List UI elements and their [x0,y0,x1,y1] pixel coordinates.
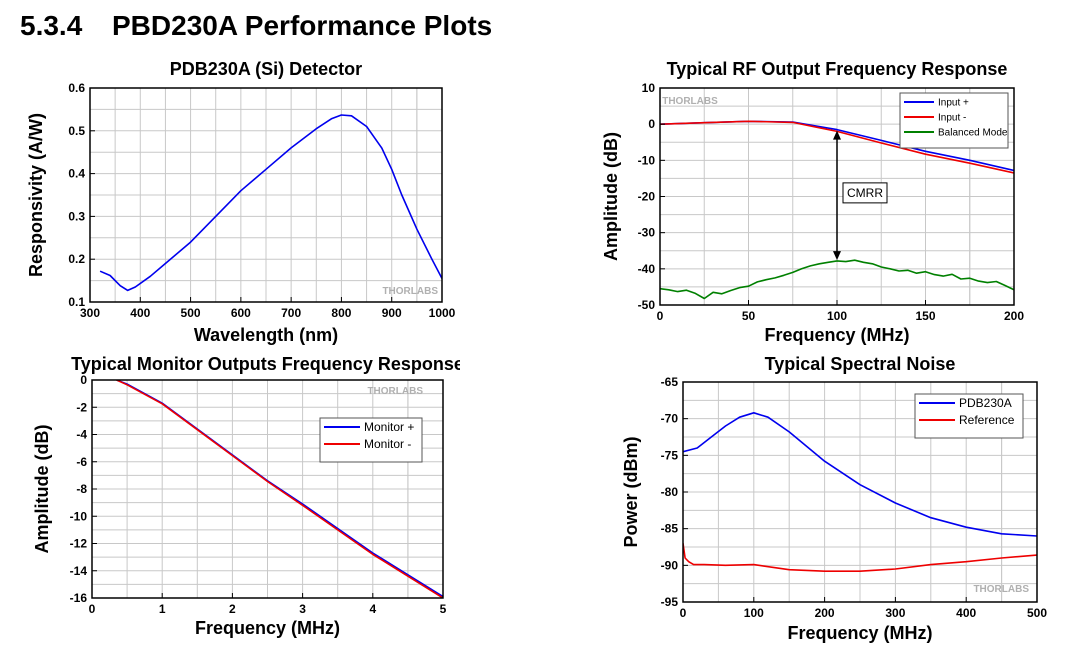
y-tick-label: -80 [661,485,679,499]
chart-title: Typical RF Output Frequency Response [667,59,1008,79]
y-tick-label: -8 [76,482,87,496]
y-tick-label: -30 [638,226,656,240]
y-tick-label: -65 [661,375,679,389]
plot-frame [89,87,443,303]
series-line-monitor- [116,380,443,598]
y-tick-label: 0 [648,117,655,131]
x-tick-label: 2 [229,602,236,616]
x-tick-label: 400 [130,306,150,320]
legend-box [319,417,423,463]
x-tick-label: 0 [680,606,687,620]
x-tick-label: 900 [382,306,402,320]
watermark-logo: THORLABS [382,286,438,297]
x-tick-label: 0 [657,309,664,323]
x-tick-label: 0 [89,602,96,616]
x-tick-label: 5 [440,602,447,616]
x-axis-label: Frequency (MHz) [195,618,340,638]
x-tick-label: 100 [744,606,764,620]
x-tick-label: 1000 [429,306,456,320]
x-tick-label: 600 [231,306,251,320]
section-number: 5.3.4 [20,10,83,41]
y-tick-label: -95 [661,595,679,609]
x-tick-label: 50 [742,309,756,323]
chart-monitor-response: Typical Monitor Outputs Frequency Respon… [32,354,460,638]
section-heading: 5.3.4 PBD230A Performance Plots [20,10,492,42]
y-tick-label: 0.6 [68,81,85,95]
section-title: PBD230A Performance Plots [112,10,493,41]
y-tick-label: 0.3 [68,209,85,223]
chart-spectral-noise: Typical Spectral Noise THORLABS 0 100 200 300… [621,354,1047,643]
y-axis-label: Amplitude (dB) [32,425,52,554]
x-tick-label: 800 [331,306,351,320]
y-tick-label: -16 [70,591,88,605]
chart-rf-response: Typical RF Output Frequency Response THOR… [601,59,1024,345]
series-line-reference [683,543,1037,572]
x-tick-label: 4 [369,602,376,616]
x-tick-label: 200 [1004,309,1024,323]
legend-entry: Input + [938,98,969,109]
x-tick-label: 700 [281,306,301,320]
y-axis-label: Amplitude (dB) [601,132,621,261]
legend-entry: Monitor - [364,437,411,451]
y-tick-label: -70 [661,412,679,426]
legend-entry: Reference [959,413,1015,427]
y-tick-label: -90 [661,558,679,572]
series-line-pdb230a [683,411,1037,537]
legend-entry: Input - [938,113,966,124]
series-line-0 [99,114,442,292]
watermark-logo: THORLABS [662,96,718,107]
x-tick-label: 300 [80,306,100,320]
y-tick-label: 0.2 [68,252,85,266]
x-tick-label: 200 [815,606,835,620]
x-tick-label: 500 [1027,606,1047,620]
x-tick-label: 1 [159,602,166,616]
chart-title: Typical Monitor Outputs Frequency Respon… [71,354,460,374]
x-tick-label: 400 [956,606,976,620]
series-line-monitor- [116,380,443,598]
y-tick-label: -50 [638,298,656,312]
y-tick-label: -6 [76,455,87,469]
legend-box [914,393,1024,439]
x-tick-label: 500 [181,306,201,320]
x-tick-label: 150 [915,309,935,323]
y-tick-label: -12 [70,537,88,551]
y-tick-label: 0 [80,373,87,387]
y-tick-label: -14 [70,564,88,578]
cmrr-arrow-head-down [833,251,841,261]
chart-title: PDB230A (Si) Detector [170,59,362,79]
y-tick-label: -20 [638,190,656,204]
x-tick-label: 3 [299,602,306,616]
y-tick-label: -4 [76,428,87,442]
legend-entry: PDB230A [959,396,1012,410]
series-line-balanced-mode [660,259,1014,300]
watermark-logo: THORLABS [367,386,423,397]
cmrr-arrow-head-up [833,130,841,140]
y-tick-label: 10 [642,81,656,95]
y-axis-label: Power (dBm) [621,436,641,547]
y-tick-label: -85 [661,522,679,536]
y-axis-label: Responsivity (A/W) [26,113,46,277]
legend-box [899,92,1009,149]
legend-entry: Monitor + [364,420,414,434]
y-tick-label: -10 [638,153,656,167]
chart-detector: PDB230A (Si) Detector THORLABS 300 400 500 60… [26,59,456,345]
x-axis-label: Frequency (MHz) [787,623,932,643]
x-axis-label: Wavelength (nm) [194,325,338,345]
y-tick-label: -75 [661,448,679,462]
y-tick-label: -10 [70,509,88,523]
y-tick-label: -40 [638,262,656,276]
cmrr-label-box [842,182,888,204]
y-tick-label: 0.5 [68,124,85,138]
chart-title: Typical Spectral Noise [765,354,956,374]
y-tick-label: -2 [76,400,87,414]
x-tick-label: 300 [885,606,905,620]
watermark-logo: THORLABS [973,584,1029,595]
y-tick-label: 0.4 [68,167,85,181]
y-tick-label: 0.1 [68,295,85,309]
x-axis-label: Frequency (MHz) [764,325,909,345]
legend-entry: Balanced Mode [938,128,1008,139]
cmrr-label: CMRR [847,186,883,200]
x-tick-label: 100 [827,309,847,323]
